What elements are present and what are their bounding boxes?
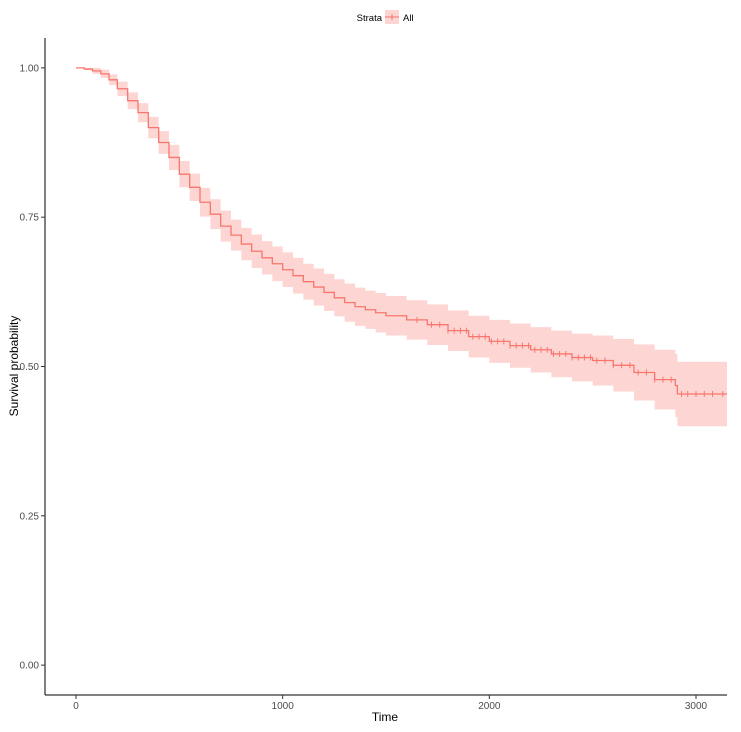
- legend: Strata All: [357, 10, 414, 24]
- censor-marks-layer: [416, 316, 724, 397]
- y-axis-ticks: 0.00 0.25 0.50 0.75 1.00: [20, 63, 45, 672]
- legend-title: Strata: [357, 13, 383, 24]
- x-tick-label: 3000: [685, 701, 708, 712]
- x-tick-label: 0: [73, 701, 79, 712]
- y-tick-label: 0.00: [20, 661, 40, 672]
- confidence-band-layer: [76, 67, 727, 427]
- y-tick-label: 1.00: [20, 63, 40, 74]
- x-tick-label: 1000: [272, 701, 295, 712]
- x-tick-label: 2000: [478, 701, 501, 712]
- confidence-band: [76, 67, 727, 427]
- y-tick-label: 0.25: [20, 511, 40, 522]
- y-axis-title: Survival probability: [7, 316, 21, 417]
- y-tick-label: 0.50: [20, 362, 40, 373]
- x-axis-title: Time: [372, 710, 399, 724]
- y-tick-label: 0.75: [20, 213, 40, 224]
- legend-entry-all: All: [403, 13, 414, 24]
- x-axis-ticks: 0 1000 2000 3000: [73, 695, 708, 712]
